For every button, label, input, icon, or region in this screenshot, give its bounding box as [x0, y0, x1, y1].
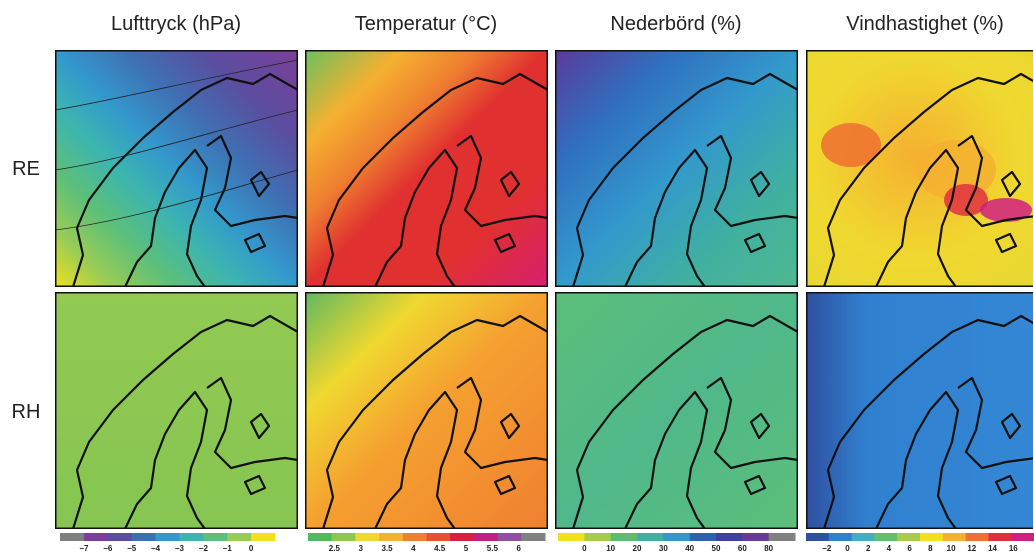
map-field — [555, 292, 798, 529]
colorbar-segment — [966, 533, 989, 541]
column-title: Nederbörd (%) — [610, 13, 741, 35]
colorbar-segment — [742, 533, 769, 541]
map-panel — [806, 292, 1034, 529]
colorbar-segment — [450, 533, 474, 541]
map-field — [555, 50, 798, 287]
colorbar-segment — [108, 533, 132, 541]
colorbar-tick-label: −6 — [103, 544, 113, 553]
colorbar-tick-label: 4.5 — [434, 544, 446, 553]
colorbar-segment — [1011, 533, 1034, 541]
map-field — [305, 292, 548, 529]
colorbar-segment — [308, 533, 332, 541]
colorbar-segment — [716, 533, 743, 541]
colorbar-segment — [988, 533, 1011, 541]
colorbar-tick-label: 30 — [659, 544, 668, 553]
colorbar-tick-label: −4 — [151, 544, 161, 553]
colorbar-tick-label: 4 — [411, 544, 416, 553]
map-panel — [555, 50, 798, 287]
colorbar-segment — [874, 533, 897, 541]
colorbar-tick-label: 0 — [582, 544, 587, 553]
colorbar-segment — [852, 533, 875, 541]
colorbar-tick-label: 10 — [606, 544, 615, 553]
column-title: Temperatur (°C) — [355, 13, 497, 35]
colorbar-tick-label: −2 — [822, 544, 832, 553]
map-field — [55, 292, 298, 529]
colorbar-segment — [558, 533, 585, 541]
colorbar-tick-label: 3.5 — [381, 544, 393, 553]
colorbar-tick-label: −5 — [127, 544, 137, 553]
colorbar-tick-label: 6 — [516, 544, 521, 553]
colorbar-segment — [227, 533, 251, 541]
colorbar-segment — [521, 533, 545, 541]
colorbar-segment — [427, 533, 451, 541]
map-panel — [305, 50, 548, 287]
colorbar-tick-label: 3 — [358, 544, 363, 553]
colorbar-segment — [611, 533, 638, 541]
colorbar-segment — [132, 533, 156, 541]
colorbar-segment — [806, 533, 829, 541]
colorbar-tick-label: 80 — [764, 544, 773, 553]
colorbar-tick-label: 16 — [1009, 544, 1018, 553]
colorbar-tick-label: 6 — [907, 544, 912, 553]
row-label: RH — [12, 401, 41, 423]
map-field — [806, 292, 1034, 529]
colorbar-tick-label: 20 — [633, 544, 642, 553]
colorbar-tick-label: 5.5 — [487, 544, 499, 553]
colorbar-tick-label: 4 — [887, 544, 892, 553]
colorbar-tick-label: −2 — [199, 544, 209, 553]
colorbar-segment — [355, 533, 379, 541]
colorbar-segment — [584, 533, 611, 541]
colorbar-tick-label: 10 — [947, 544, 956, 553]
colorbar-tick-label: 60 — [738, 544, 747, 553]
colorbar-segment — [60, 533, 84, 541]
row-label: RE — [12, 158, 40, 180]
colorbar-segment — [203, 533, 227, 541]
colorbar-tick-label: −7 — [79, 544, 89, 553]
map-field — [305, 50, 548, 287]
colorbar-segment — [943, 533, 966, 541]
colorbar-tick-label: 12 — [967, 544, 976, 553]
colorbar-segment — [84, 533, 108, 541]
colorbar-segment — [829, 533, 852, 541]
figure: Lufttryck (hPa) Temperatur (°C) Nederbör… — [0, 0, 1034, 555]
colorbar-tick-label: 8 — [928, 544, 933, 553]
colorbar-segment — [332, 533, 356, 541]
colorbar-tick-label: 14 — [988, 544, 997, 553]
colorbar-tick-label: 0 — [249, 544, 254, 553]
map-panel — [555, 292, 798, 529]
map-panel — [55, 50, 298, 287]
colorbar-tick-label: 2.5 — [329, 544, 341, 553]
colorbar-segment — [690, 533, 717, 541]
colorbar-tick-label: 0 — [845, 544, 850, 553]
colorbar-segment — [897, 533, 920, 541]
colorbar-segment — [474, 533, 498, 541]
colorbar-segment — [637, 533, 664, 541]
colorbar-tick-label: 2 — [866, 544, 871, 553]
map-panel — [806, 50, 1034, 287]
colorbar-tick-label: −1 — [223, 544, 233, 553]
colorbar-segment — [403, 533, 427, 541]
column-title: Lufttryck (hPa) — [111, 13, 241, 35]
colorbar-segment — [379, 533, 403, 541]
colorbar-segment — [156, 533, 180, 541]
map-panel — [305, 292, 548, 529]
map-panel — [55, 292, 298, 529]
column-title: Vindhastighet (%) — [846, 13, 1004, 35]
colorbar-segment — [498, 533, 522, 541]
colorbar-tick-label: 40 — [685, 544, 694, 553]
colorbar-segment — [769, 533, 796, 541]
colorbar-segment — [663, 533, 690, 541]
colorbar-tick-label: 5 — [464, 544, 469, 553]
colorbar-segment — [920, 533, 943, 541]
colorbar-segment — [251, 533, 275, 541]
colorbar-tick-label: 50 — [712, 544, 721, 553]
colorbar-segment — [179, 533, 203, 541]
colorbar-tick-label: −3 — [175, 544, 185, 553]
